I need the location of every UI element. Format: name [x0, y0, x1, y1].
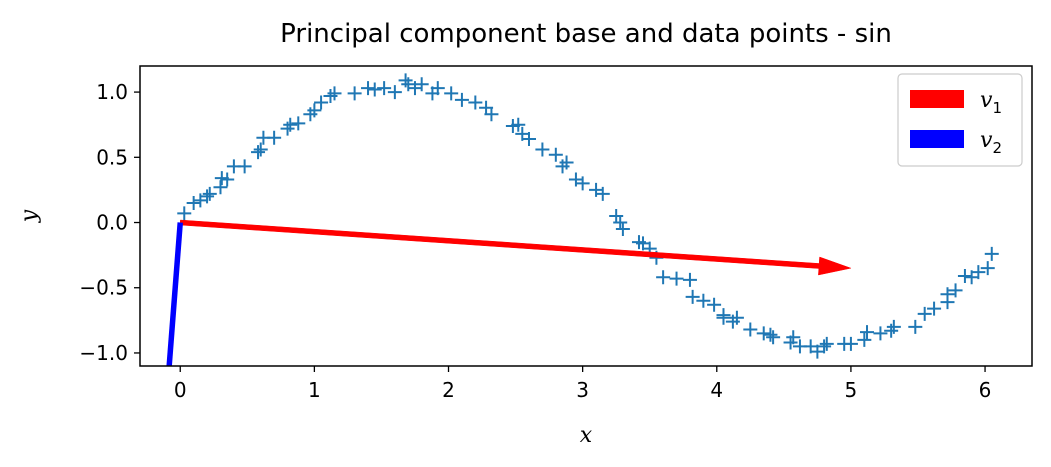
- x-axis-label: x: [580, 423, 593, 448]
- data-point: [468, 95, 483, 110]
- vector-v1: [179, 219, 852, 276]
- data-point: [202, 186, 217, 201]
- data-point: [559, 155, 574, 170]
- data-point: [414, 77, 429, 92]
- data-point: [237, 159, 252, 174]
- y-tick-label: −1.0: [79, 341, 128, 365]
- data-point: [886, 319, 901, 334]
- plot-frame: [139, 65, 1033, 367]
- data-point: [669, 271, 684, 286]
- data-point: [656, 270, 671, 285]
- data-point: [213, 180, 228, 195]
- data-point: [291, 116, 306, 131]
- data-point: [716, 310, 731, 325]
- data-point: [971, 265, 986, 280]
- y-axis-label: y: [17, 209, 42, 223]
- data-point: [817, 339, 832, 354]
- x-tick-label: 1: [308, 378, 321, 402]
- data-point: [696, 293, 711, 308]
- data-point: [957, 269, 972, 283]
- legend-label: v1: [980, 88, 1002, 117]
- plot-area: [166, 73, 999, 366]
- data-point: [613, 215, 628, 230]
- chart-title: Principal component base and data points…: [280, 19, 892, 49]
- legend-label: v2: [980, 128, 1002, 157]
- y-tick-label: −0.5: [79, 276, 128, 300]
- data-point: [682, 272, 697, 287]
- data-point: [430, 81, 445, 96]
- vector-v2: [166, 222, 183, 366]
- data-point: [377, 81, 392, 96]
- x-tick-label: 2: [442, 378, 455, 402]
- x-tick-label: 0: [174, 378, 187, 402]
- vector-arrow: [179, 219, 852, 276]
- data-point: [873, 326, 888, 341]
- data-point: [511, 117, 526, 132]
- data-point: [454, 92, 469, 107]
- data-point: [857, 332, 872, 347]
- legend-swatch: [910, 90, 964, 108]
- data-point: [940, 287, 955, 302]
- data-point: [615, 222, 630, 237]
- axes: 0 1 2 3 4 5 6 −1.0 −0.5 0.0 0.5 1.0: [79, 80, 991, 402]
- data-point: [327, 86, 342, 101]
- y-tick-label: 0.5: [96, 145, 128, 169]
- y-tick-label: 1.0: [96, 80, 128, 104]
- data-point: [595, 186, 610, 201]
- data-point: [177, 206, 192, 221]
- data-point: [766, 330, 781, 345]
- data-point: [729, 310, 744, 325]
- x-tick-label: 5: [845, 378, 858, 402]
- data-point: [220, 172, 235, 187]
- x-tick-label: 3: [576, 378, 589, 402]
- data-point: [444, 86, 459, 101]
- data-point: [484, 107, 499, 122]
- y-tick-label: 0.0: [96, 211, 128, 235]
- data-point: [267, 130, 282, 145]
- data-point: [685, 289, 700, 304]
- data-point: [200, 189, 215, 204]
- data-point: [908, 319, 923, 334]
- data-point: [307, 103, 322, 118]
- data-point: [253, 142, 268, 157]
- data-point: [843, 336, 858, 351]
- data-point: [521, 132, 536, 147]
- data-point: [980, 261, 995, 276]
- data-point: [707, 297, 722, 312]
- data-point: [984, 246, 999, 261]
- legend-swatch: [910, 130, 964, 148]
- data-point: [860, 325, 875, 340]
- data-point: [743, 322, 758, 337]
- x-tick-label: 6: [979, 378, 992, 402]
- data-point: [361, 81, 376, 96]
- data-point: [548, 147, 563, 162]
- data-point: [927, 301, 942, 316]
- data-point: [251, 145, 266, 160]
- data-point: [756, 326, 771, 341]
- data-point: [575, 176, 590, 191]
- data-point: [347, 86, 362, 101]
- legend-box: [897, 73, 1023, 167]
- data-point: [786, 330, 801, 345]
- data-point: [535, 142, 550, 157]
- x-tick-label: 4: [710, 378, 723, 402]
- data-point: [819, 336, 834, 351]
- data-point: [763, 327, 778, 342]
- data-point: [367, 82, 382, 97]
- data-point: [314, 95, 329, 110]
- data-point: [387, 85, 402, 100]
- data-point: [283, 117, 298, 132]
- vector-line: [166, 222, 183, 366]
- data-point: [186, 195, 201, 210]
- data-point: [917, 306, 932, 321]
- data-point: [948, 283, 963, 298]
